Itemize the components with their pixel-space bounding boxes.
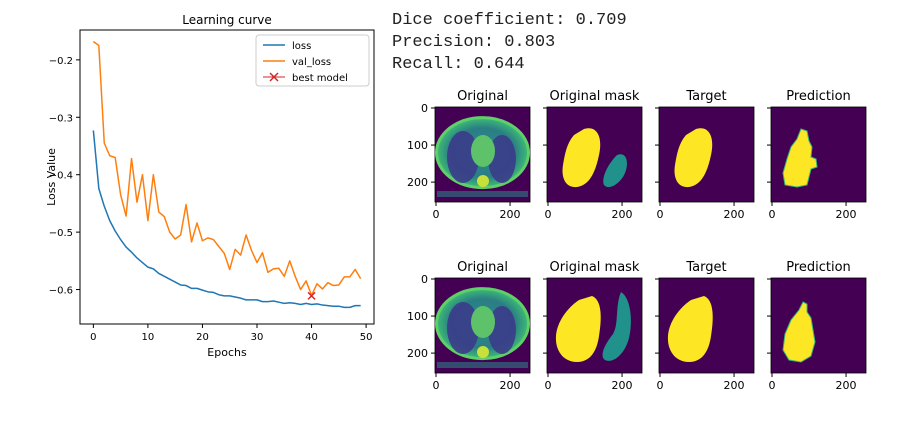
legend-swatch-best-model (263, 72, 285, 82)
metric-dice: Dice coefficient: 0.709 (392, 11, 627, 30)
panel-x-tick-label: 200 (500, 208, 521, 221)
panel-x-tick-label: 200 (500, 379, 521, 392)
series-line-loss (92, 130, 361, 309)
x-axis-label: Epochs (207, 346, 247, 359)
panel-x-tick-label: 200 (724, 379, 745, 392)
series-line-val-loss (92, 40, 362, 297)
panel-1-target: Target 0 200 (655, 89, 755, 221)
panel-x-tick-label: 200 (836, 379, 857, 392)
metric-precision: Precision: 0.803 (392, 33, 555, 52)
panel-1-prediction: Prediction 0 200 (767, 89, 867, 221)
panel-y-tick-label: 200 (407, 347, 428, 360)
y-tick-label: −0.3 (49, 113, 73, 124)
x-tick-label: 20 (196, 332, 209, 343)
panel-x-tick-label: 200 (724, 208, 745, 221)
panel-title: Prediction (786, 89, 851, 104)
panel-x-tick-label: 0 (545, 208, 552, 221)
panel-title: Original (457, 260, 508, 275)
x-axis-ticks: 0 10 20 30 40 50 (90, 324, 372, 343)
x-tick-label: 30 (251, 332, 264, 343)
y-tick-label: −0.5 (49, 228, 73, 239)
y-tick-label: −0.6 (49, 286, 73, 297)
panel-title: Original mask (550, 89, 640, 104)
panel-x-tick-label: 200 (612, 379, 633, 392)
panel-title: Target (685, 260, 726, 275)
x-tick-label: 10 (142, 332, 155, 343)
panel-1-original: Original 0 200 0 100 200 (407, 89, 531, 221)
metrics-block: Dice coefficient: 0.709 Precision: 0.803… (392, 11, 627, 74)
legend-box (255, 34, 370, 87)
x-tick-label: 0 (90, 332, 96, 343)
legend-label-best-model: best model (292, 73, 348, 84)
x-tick-label: 50 (360, 332, 373, 343)
y-tick-label: −0.4 (49, 171, 73, 182)
series-lines (92, 40, 362, 309)
legend: loss val_loss best model (255, 34, 370, 87)
panel-image (770, 277, 867, 374)
y-tick-label: −0.2 (49, 56, 73, 67)
y-axis-label: Loss Value (45, 148, 58, 206)
panel-x-tick-label: 0 (433, 379, 440, 392)
panel-x-tick-label: 0 (545, 379, 552, 392)
panel-title: Prediction (786, 260, 851, 275)
chart-title: Learning curve (182, 13, 272, 27)
panel-x-tick-label: 0 (657, 379, 664, 392)
panel-2-original-mask: Original mask 0 200 (543, 260, 643, 392)
panel-x-tick-label: 0 (769, 379, 776, 392)
legend-label-loss: loss (292, 41, 311, 52)
metric-recall: Recall: 0.644 (392, 55, 525, 74)
legend-label-val-loss: val_loss (292, 57, 331, 68)
panel-x-tick-label: 0 (657, 208, 664, 221)
panel-y-tick-label: 200 (407, 176, 428, 189)
learning-curve-chart: Learning curve −0.6 −0.5 −0.4 −0.3 −0.2 0 10 2… (45, 13, 375, 359)
panel-2-prediction: Prediction 0 200 (767, 260, 867, 392)
panel-y-tick-label: 100 (407, 310, 428, 323)
panel-title: Original (457, 89, 508, 104)
panel-title: Original mask (550, 260, 640, 275)
panel-y-tick-label: 0 (421, 102, 428, 115)
panel-x-tick-label: 0 (433, 208, 440, 221)
panel-x-tick-label: 0 (769, 208, 776, 221)
panel-2-original: Original 0 200 0 100 200 (407, 260, 531, 392)
panel-2-target: Target 0 200 (655, 260, 755, 392)
y-axis-ticks: −0.6 −0.5 −0.4 −0.3 −0.2 (49, 56, 80, 297)
panel-1-original-mask: Original mask 0 200 (543, 89, 643, 221)
panel-y-tick-label: 0 (421, 273, 428, 286)
panel-x-tick-label: 200 (836, 208, 857, 221)
x-tick-label: 40 (305, 332, 318, 343)
panel-x-tick-label: 200 (612, 208, 633, 221)
panel-image (770, 106, 867, 203)
panel-title: Target (685, 89, 726, 104)
best-model-marker (307, 291, 316, 300)
panel-y-tick-label: 100 (407, 139, 428, 152)
